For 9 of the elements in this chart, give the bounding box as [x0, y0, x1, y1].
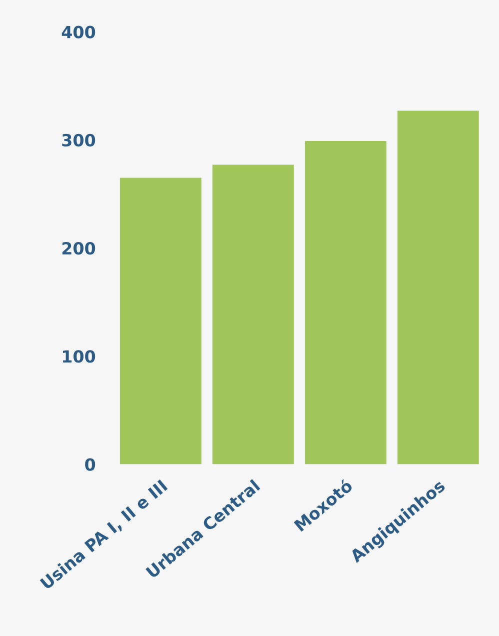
y-tick-label: 400	[62, 26, 96, 38]
y-tick-label: 300	[62, 134, 96, 146]
bar	[397, 110, 479, 464]
bar	[120, 178, 202, 464]
y-tick-label: 0	[85, 458, 96, 471]
bar	[212, 164, 294, 464]
y-tick-label: 200	[62, 242, 96, 255]
y-tick-label: 100	[62, 350, 96, 363]
bar	[304, 141, 386, 464]
